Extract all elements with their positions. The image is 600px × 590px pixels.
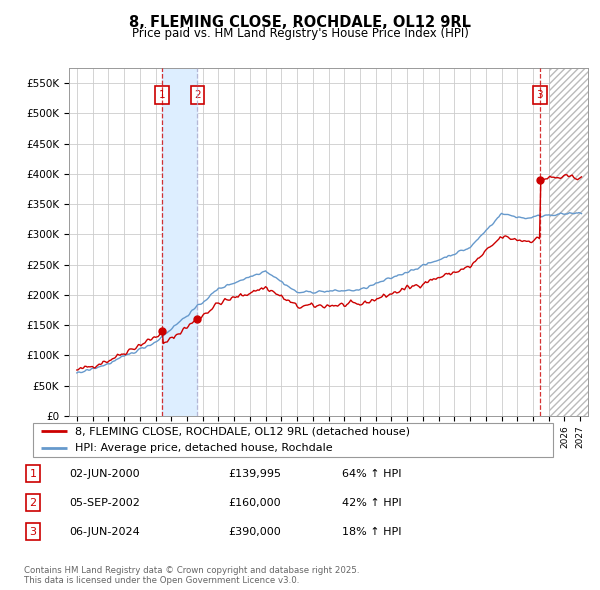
Text: 3: 3 — [536, 90, 543, 100]
Text: 3: 3 — [29, 527, 37, 536]
Text: 18% ↑ HPI: 18% ↑ HPI — [342, 527, 401, 536]
Text: 1: 1 — [29, 469, 37, 478]
Bar — [548, 68, 588, 416]
Text: 8, FLEMING CLOSE, ROCHDALE, OL12 9RL (detached house): 8, FLEMING CLOSE, ROCHDALE, OL12 9RL (de… — [75, 427, 410, 437]
Text: Price paid vs. HM Land Registry's House Price Index (HPI): Price paid vs. HM Land Registry's House … — [131, 27, 469, 40]
Text: HPI: Average price, detached house, Rochdale: HPI: Average price, detached house, Roch… — [75, 442, 332, 453]
Text: £390,000: £390,000 — [228, 527, 281, 536]
Text: 2: 2 — [194, 90, 201, 100]
Text: 05-SEP-2002: 05-SEP-2002 — [69, 498, 140, 507]
Text: £139,995: £139,995 — [228, 469, 281, 478]
Text: 42% ↑ HPI: 42% ↑ HPI — [342, 498, 401, 507]
Text: 8, FLEMING CLOSE, ROCHDALE, OL12 9RL: 8, FLEMING CLOSE, ROCHDALE, OL12 9RL — [129, 15, 471, 30]
Text: 06-JUN-2024: 06-JUN-2024 — [69, 527, 140, 536]
Text: 1: 1 — [159, 90, 166, 100]
Bar — [162, 68, 197, 416]
Text: £160,000: £160,000 — [228, 498, 281, 507]
Text: 2: 2 — [29, 498, 37, 507]
Text: 64% ↑ HPI: 64% ↑ HPI — [342, 469, 401, 478]
FancyBboxPatch shape — [32, 422, 553, 457]
Text: Contains HM Land Registry data © Crown copyright and database right 2025.
This d: Contains HM Land Registry data © Crown c… — [24, 566, 359, 585]
Text: 02-JUN-2000: 02-JUN-2000 — [69, 469, 140, 478]
